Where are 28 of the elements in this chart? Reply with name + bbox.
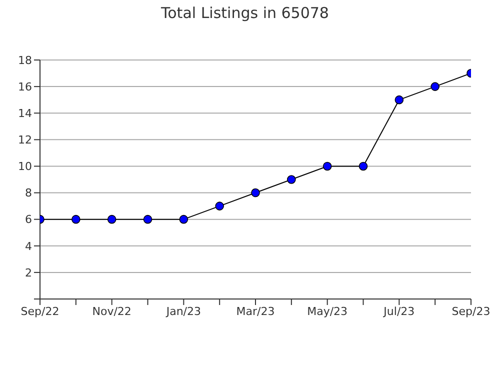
point (322, 162, 332, 171)
y-tick-label: 2 (25, 266, 32, 280)
x-tick-label: Jul/23 (382, 304, 415, 318)
point (430, 82, 440, 91)
y-tick-label: 16 (18, 80, 32, 94)
point (287, 175, 296, 184)
chart-title: Total Listings in 65078 (160, 4, 330, 22)
x-tick-label: Mar/23 (236, 304, 275, 318)
x-tick-label: Sep/23 (452, 304, 490, 318)
y-tick-label: 6 (25, 213, 32, 226)
point (251, 188, 260, 198)
y-tick-label: 8 (25, 186, 32, 200)
y-tick-label: 10 (18, 160, 32, 174)
x-tick-label: May/23 (307, 304, 348, 318)
y-tick-label: 14 (18, 107, 32, 120)
y-tick-label: 4 (25, 240, 32, 253)
point (215, 202, 224, 210)
x-tick-label: Jan/23 (165, 304, 202, 318)
point (72, 214, 80, 224)
y-tick-label: 12 (18, 134, 32, 147)
point (358, 162, 368, 171)
y-tick-label: 18 (18, 54, 32, 67)
x-tick-label: Sep/22 (20, 304, 60, 318)
x-tick-label: Nov/22 (92, 304, 132, 318)
point (107, 214, 116, 224)
point (179, 214, 188, 224)
point (394, 95, 404, 104)
point (143, 214, 152, 224)
